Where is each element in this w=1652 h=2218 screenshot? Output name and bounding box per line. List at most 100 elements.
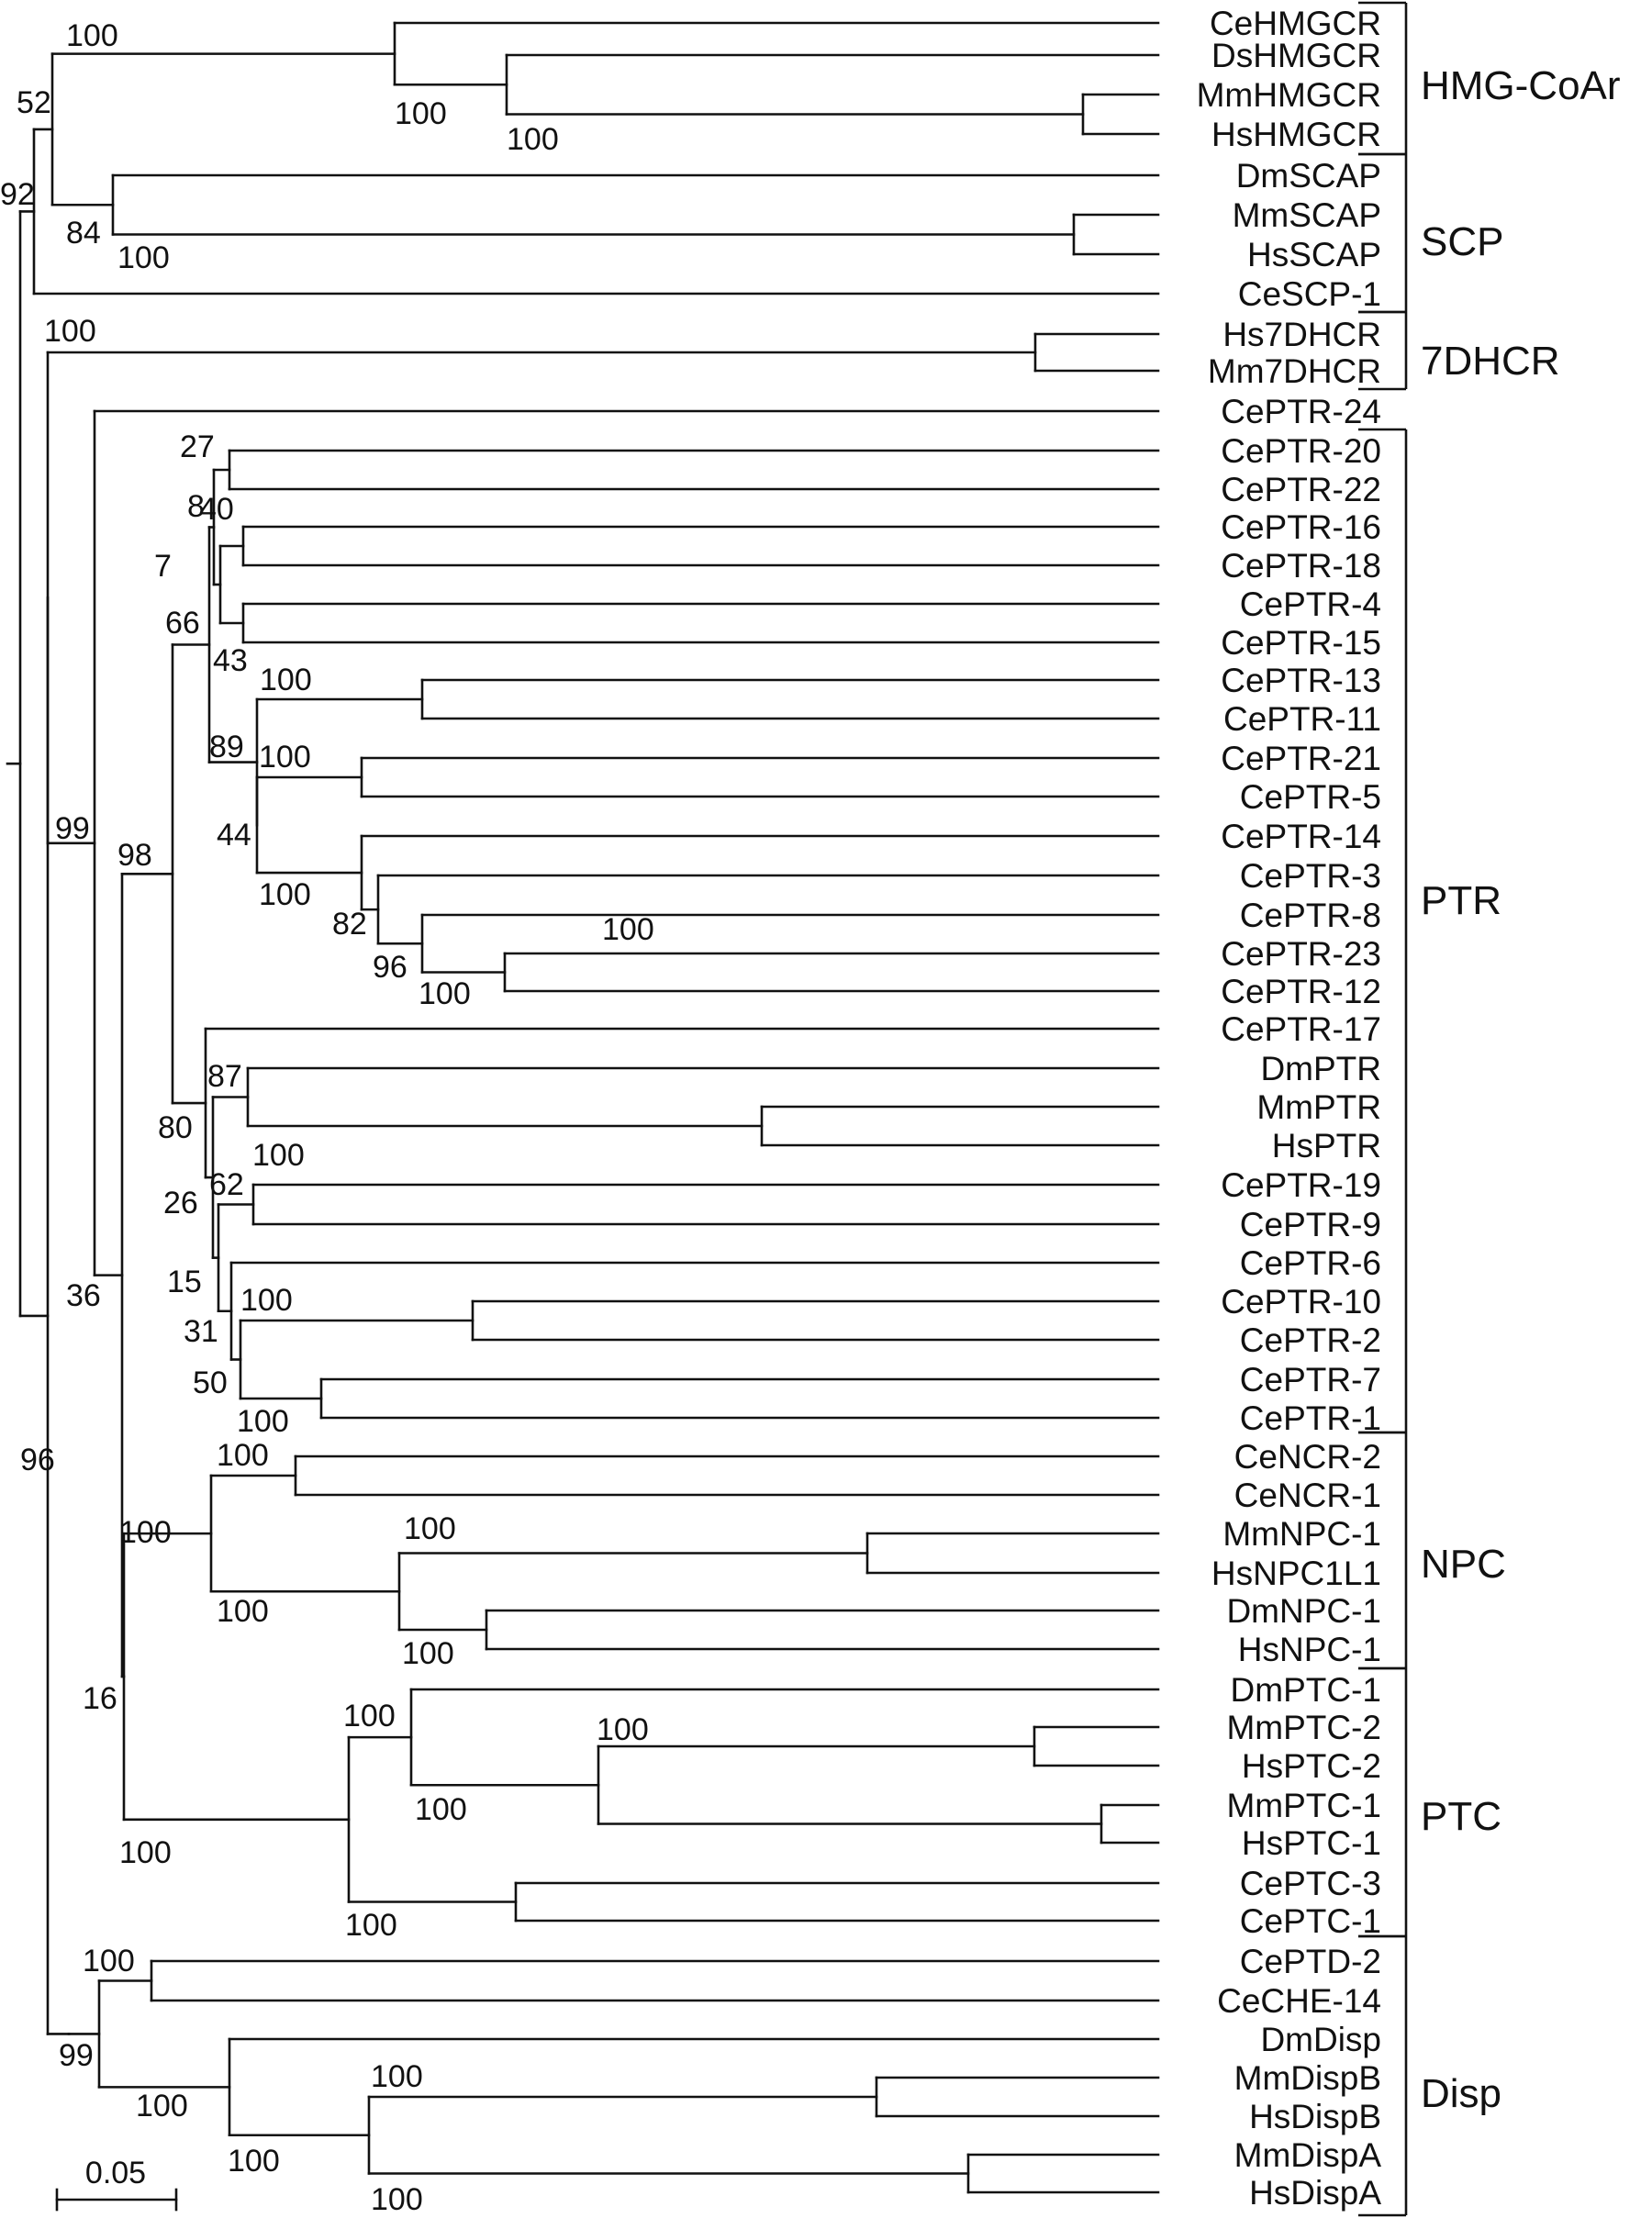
support-value: 100	[44, 314, 96, 349]
support-value: 100	[259, 877, 311, 912]
leaf-label: CePTR-11	[1223, 700, 1381, 738]
support-value: 84	[66, 216, 101, 251]
support-value: 99	[59, 2038, 94, 2073]
support-value: 40	[199, 492, 234, 527]
leaf-label: CePTR-24	[1221, 393, 1381, 430]
leaf-label: HsNPC1L1	[1211, 1555, 1381, 1592]
leaf-label: CePTR-13	[1221, 662, 1381, 699]
leaf-label: MmDispB	[1234, 2059, 1381, 2097]
support-value: 100	[343, 1699, 396, 1733]
support-value: 100	[402, 1636, 454, 1671]
leaf-label: HsPTR	[1272, 1127, 1381, 1165]
support-value: 87	[207, 1059, 242, 1094]
support-value: 100	[259, 740, 311, 775]
support-value: 100	[83, 1944, 135, 1978]
support-value: 98	[117, 838, 152, 873]
leaf-label: HsPTC-2	[1242, 1747, 1381, 1785]
leaf-label: CePTC-3	[1240, 1865, 1381, 1902]
leaf-label: CePTR-17	[1221, 1010, 1381, 1048]
support-value: 52	[17, 85, 51, 120]
support-value: 15	[167, 1265, 202, 1299]
clade-label: 7DHCR	[1421, 339, 1560, 384]
support-value: 50	[193, 1365, 228, 1400]
support-value: 100	[237, 1404, 289, 1439]
leaf-label: CePTR-12	[1221, 973, 1381, 1010]
support-value: 100	[66, 18, 118, 53]
clade-label: SCP	[1421, 219, 1503, 264]
support-value: 100	[345, 1908, 397, 1943]
support-value: 80	[158, 1110, 193, 1145]
leaf-label: CeCHE-14	[1217, 1982, 1381, 2020]
support-value: 27	[180, 429, 215, 464]
leaf-label: CePTR-19	[1221, 1166, 1381, 1204]
support-value: 26	[163, 1186, 198, 1220]
leaf-label: CePTR-23	[1221, 935, 1381, 973]
support-value: 99	[55, 811, 90, 846]
leaf-label: CeSCP-1	[1238, 275, 1381, 313]
leaf-label: CePTR-8	[1240, 897, 1381, 934]
support-value: 100	[404, 1511, 456, 1546]
leaf-label: CePTD-2	[1240, 1943, 1381, 1980]
support-value: 44	[217, 818, 251, 853]
support-value: 100	[507, 122, 559, 157]
leaf-label: CePTR-22	[1221, 471, 1381, 508]
leaf-label: CePTR-16	[1221, 508, 1381, 546]
support-value: 100	[119, 1835, 172, 1870]
support-value: 100	[260, 663, 312, 697]
leaf-label: DmPTR	[1260, 1050, 1381, 1087]
support-value: 100	[419, 976, 471, 1011]
support-value: 100	[136, 2089, 188, 2123]
support-value: 89	[209, 730, 244, 764]
leaf-label: DsHMGCR	[1211, 37, 1381, 74]
leaf-label: CePTR-14	[1221, 818, 1381, 855]
support-value: 96	[373, 950, 407, 985]
clade-label: NPC	[1421, 1542, 1506, 1587]
support-value: 100	[117, 240, 170, 275]
leaf-label: MmPTC-2	[1226, 1709, 1381, 1746]
leaf-label: MmPTC-1	[1226, 1787, 1381, 1824]
leaf-label: CeHMGCR	[1210, 5, 1381, 42]
scale-bar-label: 0.05	[85, 2156, 146, 2190]
leaf-label: CeNCR-1	[1234, 1477, 1381, 1514]
leaf-label: CePTR-5	[1240, 778, 1381, 816]
leaf-label: DmNPC-1	[1226, 1592, 1381, 1630]
clade-label: PTC	[1421, 1794, 1501, 1839]
leaf-label: CePTR-2	[1240, 1321, 1381, 1359]
leaf-label: HsSCAP	[1247, 236, 1381, 273]
leaf-label: MmNPC-1	[1222, 1515, 1381, 1553]
leaf-label: CePTR-7	[1240, 1361, 1381, 1399]
support-value: 100	[240, 1283, 293, 1318]
support-value: 100	[395, 96, 447, 131]
leaf-label: HsHMGCR	[1211, 116, 1381, 153]
support-value: 31	[184, 1314, 218, 1349]
leaf-label: MmSCAP	[1233, 196, 1381, 234]
support-value: 100	[217, 1594, 269, 1629]
leaf-label: CePTR-4	[1240, 585, 1381, 623]
support-value: 7	[154, 549, 172, 584]
support-value: 82	[332, 907, 367, 942]
leaf-label: CePTR-18	[1221, 547, 1381, 585]
clade-label: PTR	[1421, 878, 1501, 923]
support-value: 96	[20, 1443, 55, 1477]
leaf-label: MmPTR	[1256, 1088, 1381, 1126]
support-value: 100	[371, 2182, 423, 2217]
support-value: 100	[602, 912, 654, 947]
leaf-label: CePTR-3	[1240, 857, 1381, 895]
clade-label: HMG-CoAr	[1421, 63, 1621, 108]
leaf-label: DmDisp	[1260, 2021, 1381, 2058]
support-value: 36	[66, 1278, 101, 1313]
leaf-label: DmPTC-1	[1231, 1671, 1381, 1709]
support-value: 100	[228, 2144, 280, 2179]
support-value: 8	[187, 489, 205, 524]
support-value: 100	[415, 1792, 467, 1827]
support-value: 100	[119, 1515, 172, 1550]
leaf-label: CeNCR-2	[1234, 1438, 1381, 1476]
leaf-label: CePTR-9	[1240, 1206, 1381, 1243]
support-value: 92	[0, 177, 35, 212]
leaf-label: MmHMGCR	[1197, 76, 1381, 114]
leaf-label: CePTR-15	[1221, 624, 1381, 662]
clade-label: Disp	[1421, 2071, 1501, 2116]
leaf-label: CePTC-1	[1240, 1902, 1381, 1940]
leaf-label: DmSCAP	[1236, 157, 1381, 195]
